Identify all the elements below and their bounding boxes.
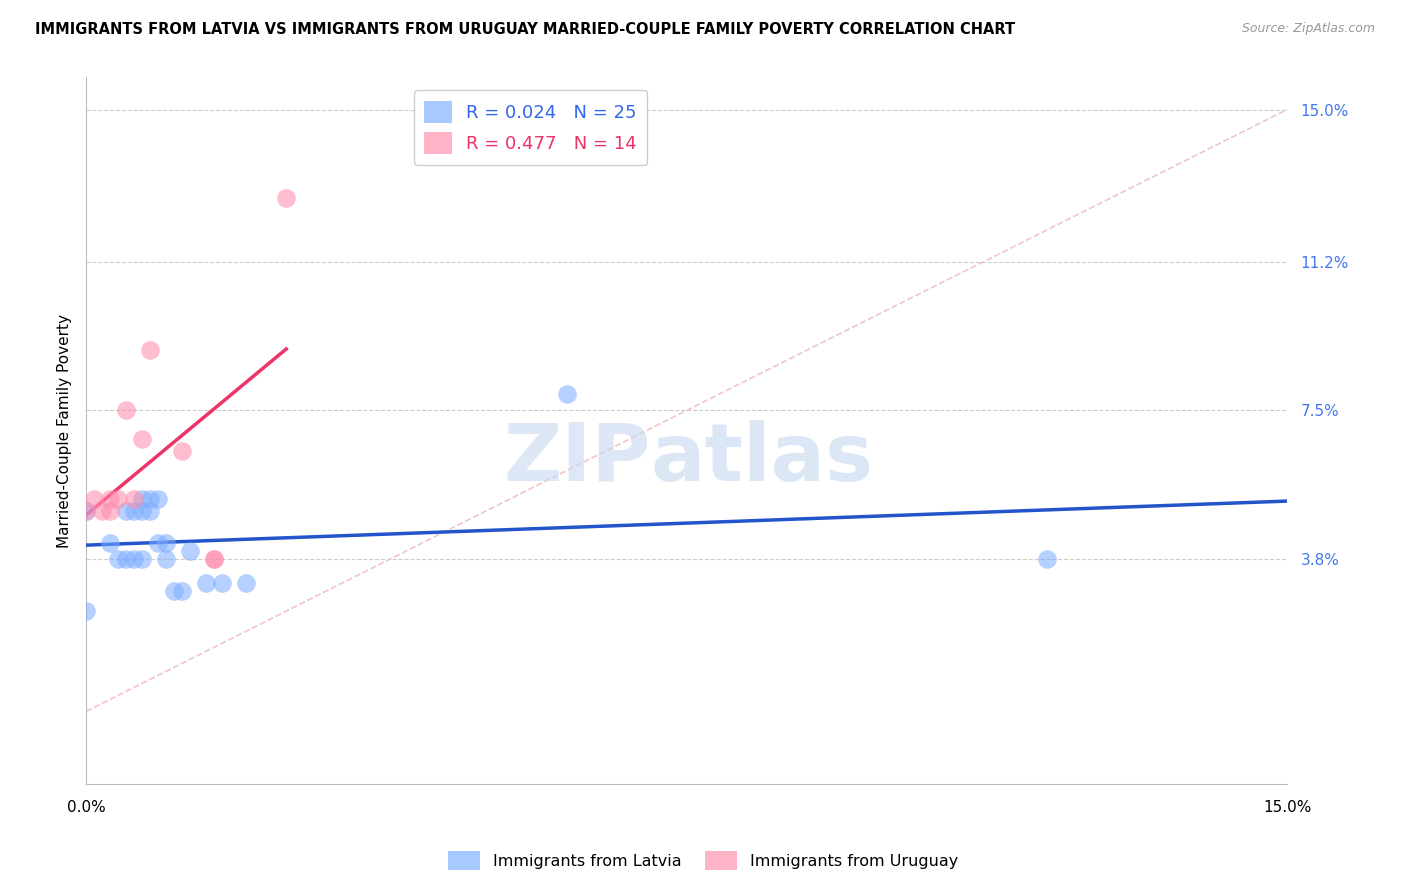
Point [235,576,257,591]
Point [98,491,121,506]
Point [211,576,233,591]
Legend: R = 0.024   N = 25, R = 0.477   N = 14: R = 0.024 N = 25, R = 0.477 N = 14 [413,90,647,165]
Point [139,504,162,518]
Text: Source: ZipAtlas.com: Source: ZipAtlas.com [1241,22,1375,36]
Point [172,584,194,599]
Point [155,536,177,550]
Point [202,552,225,566]
Point [107,552,129,566]
Point [83,491,105,506]
Point [155,552,177,566]
Point [131,491,153,506]
Point [131,504,153,518]
Point [172,443,194,458]
Point [146,536,169,550]
Point [276,191,298,205]
Point [75,504,97,518]
Point [122,491,145,506]
Point [131,432,153,446]
Point [146,491,169,506]
Legend: Immigrants from Latvia, Immigrants from Uruguay: Immigrants from Latvia, Immigrants from … [441,845,965,877]
Point [179,544,201,558]
Point [98,504,121,518]
Point [115,504,138,518]
Y-axis label: Married-Couple Family Poverty: Married-Couple Family Poverty [58,313,72,548]
Point [115,403,138,417]
Point [139,491,162,506]
Point [202,552,225,566]
Point [1036,552,1059,566]
Point [75,604,97,618]
Point [91,504,114,518]
Point [163,584,186,599]
Point [98,536,121,550]
Point [195,576,218,591]
Point [75,504,97,518]
Text: IMMIGRANTS FROM LATVIA VS IMMIGRANTS FROM URUGUAY MARRIED-COUPLE FAMILY POVERTY : IMMIGRANTS FROM LATVIA VS IMMIGRANTS FRO… [35,22,1015,37]
Point [122,552,145,566]
Point [122,504,145,518]
Point [555,387,578,401]
Point [107,491,129,506]
Text: atlas: atlas [651,420,873,498]
Point [131,552,153,566]
Point [115,552,138,566]
Text: ZIP: ZIP [503,420,651,498]
Point [139,343,162,358]
